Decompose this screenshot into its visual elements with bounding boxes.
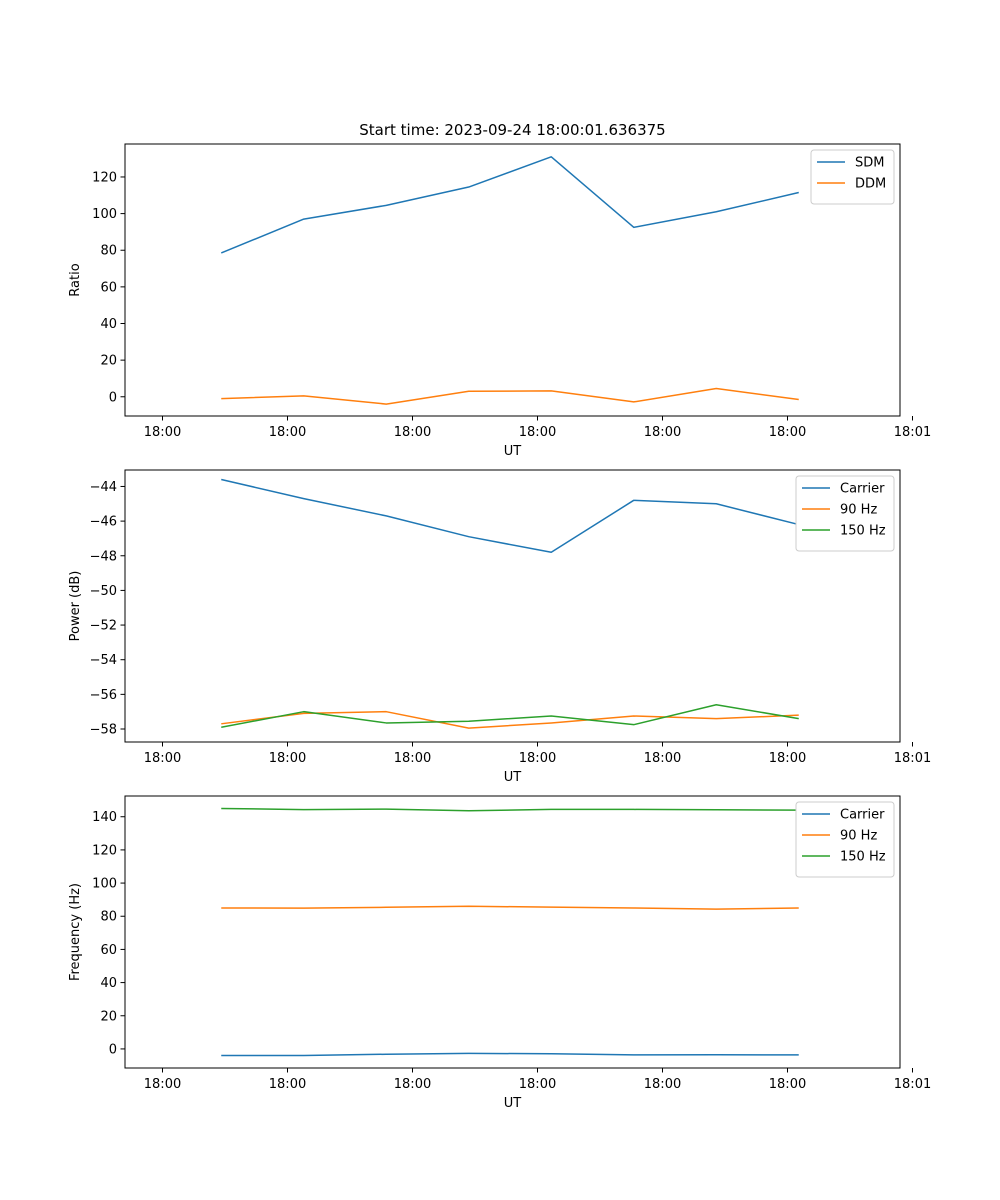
legend-label: Carrier — [840, 482, 885, 497]
legend: SDM DDM — [810, 149, 895, 205]
y-axis-label: Ratio — [68, 263, 83, 296]
x-tick-label: 18:00 — [394, 1077, 431, 1092]
legend-label: Carrier — [840, 808, 885, 823]
x-axis-label: UT — [504, 1096, 522, 1111]
legend: Carrier 90 Hz 150 Hz — [795, 475, 895, 552]
x-tick-label: 18:00 — [394, 425, 431, 440]
x-tick-label: 18:00 — [644, 751, 681, 766]
x-tick-label: 18:00 — [644, 425, 681, 440]
x-axis-label: UT — [504, 444, 522, 459]
series-line-carrier — [221, 1052, 799, 1057]
x-tick-label: 18:00 — [144, 751, 181, 766]
x-axis-label: UT — [504, 770, 522, 785]
y-tick-label: −44 — [90, 480, 117, 495]
series-line-150-hz — [221, 704, 799, 729]
plot-frame — [124, 469, 901, 743]
x-tick-label: 18:00 — [144, 1077, 181, 1092]
axes-layer: 18:00 18:00 18:00 18:00 18:00 18:00 18:01 0 20 40… — [68, 143, 931, 1111]
plot-frame — [124, 795, 901, 1069]
y-tick-label: 0 — [109, 390, 117, 405]
y-tick-label: −56 — [90, 688, 117, 703]
series-line-ddm — [221, 387, 799, 405]
y-tick-label: 80 — [100, 910, 117, 925]
y-axis-label: Frequency (Hz) — [68, 883, 83, 981]
axes-frequency: 18:00 18:00 18:00 18:00 18:00 18:00 18:01 0 20 40… — [68, 795, 931, 1111]
y-tick-label: 120 — [92, 843, 117, 858]
x-tick-label: 18:01 — [894, 425, 931, 440]
y-tick-label: 120 — [92, 170, 117, 185]
y-tick-label: 80 — [100, 244, 117, 259]
legend-frame — [795, 475, 895, 552]
y-tick-label: 20 — [100, 1009, 117, 1024]
y-tick-label: 60 — [100, 943, 117, 958]
x-tick-label: 18:00 — [269, 1077, 306, 1092]
x-tick-label: 18:00 — [519, 1077, 556, 1092]
y-tick-label: 140 — [92, 810, 117, 825]
y-tick-label: −48 — [90, 549, 117, 564]
series-line-150-hz — [221, 807, 799, 812]
x-tick-label: 18:00 — [769, 425, 806, 440]
legend-frame — [810, 149, 895, 205]
x-tick-label: 18:00 — [519, 425, 556, 440]
x-tick-label: 18:00 — [394, 751, 431, 766]
x-tick-label: 18:00 — [769, 1077, 806, 1092]
y-tick-label: −52 — [90, 619, 117, 634]
x-tick-label: 18:00 — [519, 751, 556, 766]
y-tick-label: −46 — [90, 515, 117, 530]
legend-label: 90 Hz — [840, 503, 877, 518]
y-tick-label: −54 — [90, 653, 117, 668]
x-tick-label: 18:00 — [144, 425, 181, 440]
x-tick-label: 18:00 — [269, 751, 306, 766]
y-tick-label: −50 — [90, 584, 117, 599]
y-tick-label: 60 — [100, 280, 117, 295]
series-line-90-hz — [221, 905, 799, 910]
plot-frame — [124, 143, 901, 417]
y-tick-label: 20 — [100, 354, 117, 369]
x-tick-label: 18:00 — [769, 751, 806, 766]
y-tick-label: 100 — [92, 207, 117, 222]
axes-power: 18:00 18:00 18:00 18:00 18:00 18:00 18:01 −58 −5… — [68, 469, 931, 785]
x-tick-label: 18:01 — [894, 1077, 931, 1092]
y-tick-label: 100 — [92, 877, 117, 892]
y-tick-label: −58 — [90, 723, 117, 738]
legend-label: 150 Hz — [840, 524, 886, 539]
legend-label: DDM — [855, 177, 886, 192]
y-tick-label: 40 — [100, 317, 117, 332]
legend-label: 90 Hz — [840, 829, 877, 844]
y-axis-label: Power (dB) — [68, 571, 83, 642]
axes-ratio: 18:00 18:00 18:00 18:00 18:00 18:00 18:01 0 20 40… — [68, 143, 931, 459]
legend-label: 150 Hz — [840, 850, 886, 865]
chart-title: Start time: 2023-09-24 18:00:01.636375 — [359, 121, 665, 139]
series-line-sdm — [220, 156, 799, 254]
legend: Carrier 90 Hz 150 Hz — [795, 801, 895, 878]
legend-frame — [795, 801, 895, 878]
series-line-carrier — [221, 478, 799, 554]
x-tick-label: 18:00 — [269, 425, 306, 440]
y-tick-label: 0 — [109, 1042, 117, 1057]
y-tick-label: 40 — [100, 976, 117, 991]
x-tick-label: 18:00 — [644, 1077, 681, 1092]
x-tick-label: 18:01 — [894, 751, 931, 766]
legend-label: SDM — [855, 156, 884, 171]
